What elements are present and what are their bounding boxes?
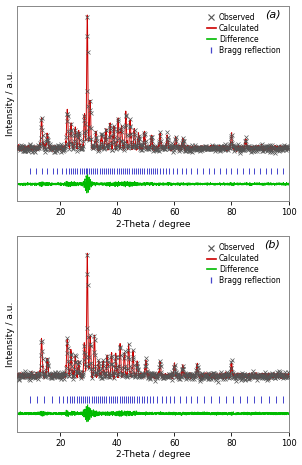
Legend: Observed, Calculated, Difference, Bragg reflection: Observed, Calculated, Difference, Bragg … — [205, 11, 282, 56]
Text: (b): (b) — [265, 240, 281, 250]
Text: (a): (a) — [265, 9, 281, 20]
X-axis label: 2-Theta / degree: 2-Theta / degree — [116, 451, 190, 459]
Legend: Observed, Calculated, Difference, Bragg reflection: Observed, Calculated, Difference, Bragg … — [205, 242, 282, 286]
Y-axis label: Intensity / a.u.: Intensity / a.u. — [5, 301, 14, 366]
Y-axis label: Intensity / a.u.: Intensity / a.u. — [5, 71, 14, 136]
X-axis label: 2-Theta / degree: 2-Theta / degree — [116, 220, 190, 229]
